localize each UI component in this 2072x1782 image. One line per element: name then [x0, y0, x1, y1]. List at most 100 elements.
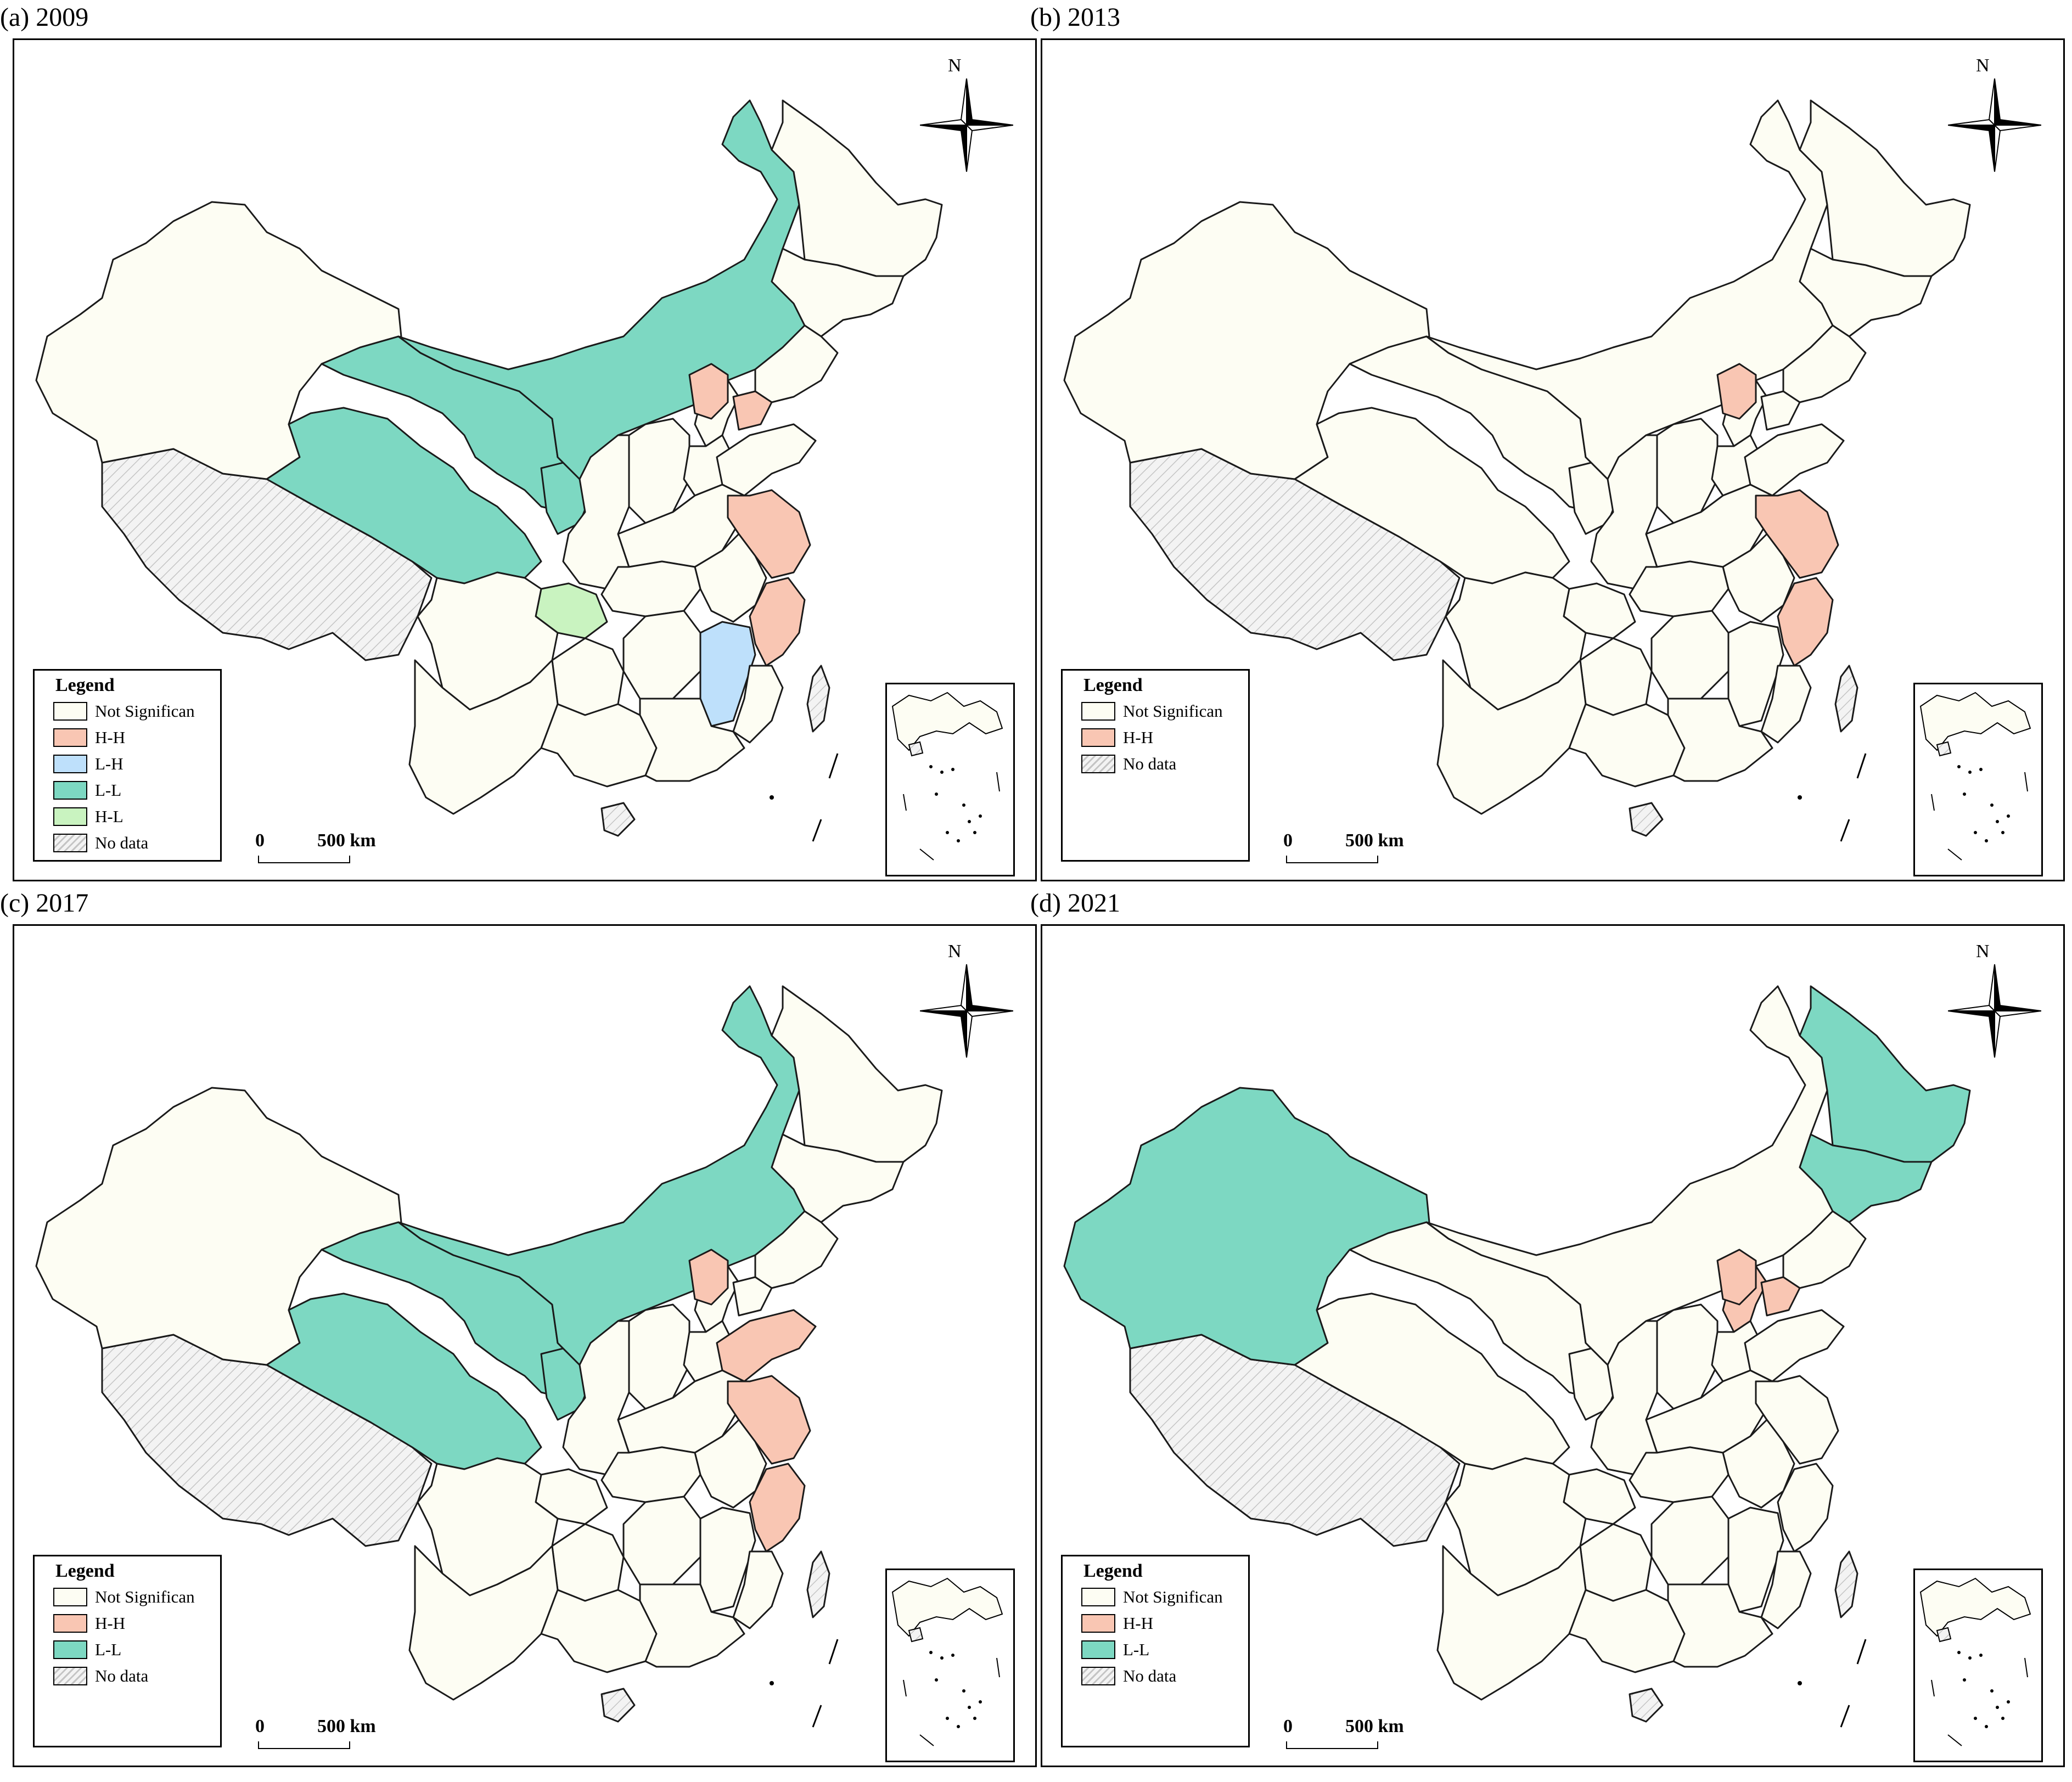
province-guangxi: [540, 1589, 658, 1673]
legend-swatch: [53, 807, 87, 826]
province-shandong: [1744, 1309, 1845, 1382]
inset-island-dot: [1996, 1706, 1999, 1709]
province-heilongjiang: [771, 99, 943, 277]
scale-zero-label: 0: [1283, 830, 1293, 851]
legend-swatch: [53, 1588, 87, 1606]
inset-island-dot: [1996, 820, 1999, 823]
legend-label: L-H: [95, 754, 123, 773]
china-map-d: [1063, 985, 1971, 1728]
legend-item-lh: L-H: [53, 753, 123, 775]
inset-island-dot: [951, 768, 954, 771]
inset-island-dot: [968, 820, 971, 823]
legend-label: Not Significan: [95, 701, 195, 721]
inset-island-dot: [957, 839, 960, 842]
province-zhejiang: [1777, 1463, 1834, 1553]
north-arrow-part: [966, 964, 973, 1013]
legend-item-no-data: No data: [1081, 1665, 1176, 1687]
province-jiangxi: [1727, 1506, 1784, 1613]
inset-island-dot: [2007, 814, 2010, 818]
legend-label: Not Significan: [95, 1587, 195, 1606]
scale-line: [258, 856, 350, 863]
inset-island: [1936, 741, 1952, 757]
province-guizhou: [551, 1523, 625, 1602]
province-fujian: [1760, 1550, 1812, 1629]
north-arrow-part: [1948, 125, 1996, 132]
legend-item-ll: L-L: [53, 1639, 121, 1661]
province-xinjiang: [1063, 1087, 1430, 1366]
boundary-dash: [812, 1705, 822, 1728]
province-hubei: [1629, 1446, 1730, 1503]
inset-dash: [2024, 1657, 2028, 1678]
province-jiangxi: [699, 1506, 756, 1613]
north-arrow-part: [965, 1010, 1013, 1018]
province-taiwan: [806, 1550, 830, 1618]
province-hainan: [1629, 1688, 1664, 1723]
inset-island-dot: [1985, 1725, 1988, 1728]
panel-title-c: (c) 2017: [0, 889, 89, 918]
province-fujian: [732, 1550, 784, 1629]
legend-swatch: [53, 1614, 87, 1633]
north-arrow-part: [1988, 123, 1995, 172]
north-arrow-part: [1993, 125, 2041, 132]
inset-island-dot: [1968, 771, 1972, 774]
scale-line: [258, 1741, 350, 1749]
inset-island-dot: [1963, 1678, 1966, 1682]
inset-dash: [1931, 794, 1935, 811]
province-hainan: [600, 1688, 636, 1723]
province-guangdong: [639, 1583, 745, 1668]
province-zhejiang: [749, 577, 806, 667]
legend-label: No data: [95, 1666, 149, 1685]
legend-swatch: [1081, 702, 1115, 721]
province-jiangsu: [1755, 489, 1839, 579]
inset-island-dot: [929, 1651, 933, 1654]
south-china-sea-inset: [1913, 1569, 2043, 1762]
north-arrow-part: [1994, 78, 2001, 127]
province-hubei: [1629, 560, 1730, 617]
scale-bar: 0 500 km: [1273, 830, 1404, 874]
legend-swatch: [53, 702, 87, 721]
province-hh-north-b: [732, 390, 773, 431]
north-arrow-part: [920, 1004, 968, 1011]
legend-label: H-H: [95, 1614, 126, 1633]
north-arrow-part: [1988, 964, 1995, 1013]
province-heilongjiang: [771, 985, 943, 1163]
island-dot: [1798, 1681, 1802, 1685]
legend-item-hh: H-H: [53, 727, 125, 749]
province-xinjiang: [35, 201, 402, 480]
north-arrow-part: [965, 119, 1013, 126]
province-qinghai: [266, 1292, 542, 1470]
inset-coast: [891, 1577, 1003, 1637]
province-jiangsu: [1755, 1375, 1839, 1465]
legend-item-no-data: No data: [53, 832, 148, 854]
inset-island-dot: [1990, 1689, 1994, 1693]
inset-map: [891, 1577, 1003, 1746]
inset-island-dot: [929, 765, 933, 768]
north-arrow-part: [1993, 1010, 2041, 1018]
legend-label: L-L: [95, 780, 122, 800]
scale-bar: 0 500 km: [1273, 1716, 1404, 1760]
map-panel-b: N Legend Not Significan H-H No data 0 500 km: [1041, 38, 2065, 881]
inset-dash: [919, 848, 934, 861]
inset-island-dot: [962, 1689, 965, 1693]
legend-item-no-data: No data: [1081, 753, 1176, 775]
scale-distance-label: 500 km: [317, 1716, 376, 1736]
inset-dash: [903, 794, 907, 811]
province-henan: [1645, 484, 1773, 568]
inset-map: [891, 692, 1003, 861]
north-label: N: [1976, 55, 1990, 76]
legend-swatch: [1081, 1667, 1115, 1685]
north-arrow-part: [966, 78, 973, 127]
province-guizhou: [1579, 1523, 1653, 1602]
boundary-dash: [1840, 1705, 1850, 1728]
inset-island-dot: [935, 1678, 938, 1682]
north-arrow-part: [960, 1009, 967, 1058]
south-china-sea-inset: [885, 683, 1015, 876]
inset-island-dot: [973, 1717, 976, 1720]
legend-item-not-significant: Not Significan: [53, 700, 195, 722]
province-hainan: [600, 802, 636, 837]
province-taiwan: [1834, 1550, 1858, 1618]
province-jilin: [771, 248, 905, 338]
province-xinjiang: [1063, 201, 1430, 480]
province-heilongjiang: [1799, 985, 1971, 1163]
map-panel-d: N Legend Not Significan H-H L-L No data 0 500 k…: [1041, 924, 2065, 1767]
